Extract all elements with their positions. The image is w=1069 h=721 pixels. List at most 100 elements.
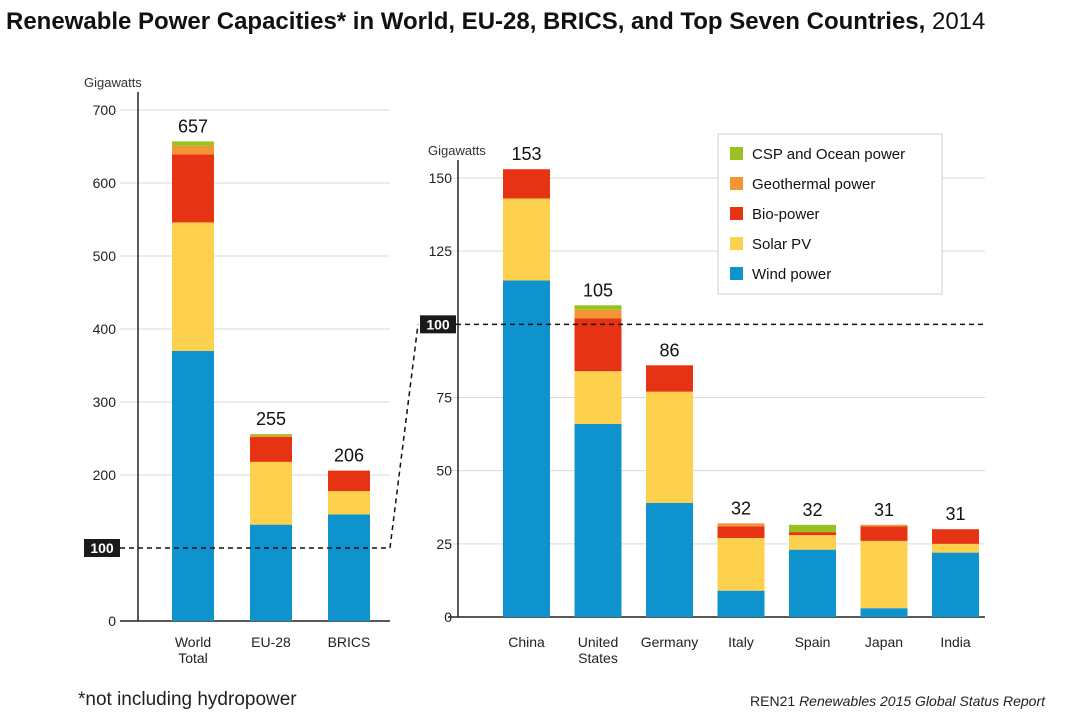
- left-category-label: World: [175, 634, 211, 650]
- left-ytick-label: 600: [93, 175, 117, 191]
- legend-swatch-geo: [730, 177, 743, 190]
- legend-swatch-bio: [730, 207, 743, 220]
- right-reference-badge: [420, 315, 456, 334]
- left-bar-wind: [250, 524, 292, 621]
- right-bar-wind: [860, 608, 908, 617]
- right-bar-wind: [932, 552, 979, 617]
- right-bar-solar: [789, 535, 836, 550]
- left-ytick-label: 400: [93, 321, 117, 337]
- left-category-label: Total: [178, 650, 208, 666]
- right-category-label: Germany: [641, 634, 699, 650]
- right-bar-bio: [789, 532, 836, 536]
- left-bar-bio: [328, 470, 370, 492]
- right-bar-wind: [503, 280, 550, 617]
- left-ytick-label: 700: [93, 102, 117, 118]
- reference-connector-line: [389, 324, 419, 549]
- right-ytick-label: 150: [429, 170, 453, 186]
- left-y-axis-title: Gigawatts: [84, 75, 142, 90]
- right-category-label: India: [940, 634, 971, 650]
- right-bar-geo: [574, 309, 622, 319]
- right-ytick-label: 0: [444, 609, 452, 625]
- legend-label-solar: Solar PV: [752, 236, 811, 253]
- left-bar-wind: [172, 350, 214, 621]
- left-bar-wind: [328, 514, 370, 621]
- right-category-label: Spain: [795, 634, 831, 650]
- right-bar-bio: [646, 365, 693, 392]
- right-y-axis-title: Gigawatts: [428, 143, 486, 158]
- left-panel: 0 200 300 400 500 600 700 Gigawatts 657 WorldTota…: [84, 75, 390, 666]
- left-category-label: BRICS: [328, 634, 371, 650]
- legend-swatch-solar: [730, 237, 743, 250]
- left-category-label: EU-28: [251, 634, 291, 650]
- right-category-label: United: [578, 634, 618, 650]
- legend: CSP and Ocean power Geothermal power Bio-p…: [717, 133, 943, 295]
- chart-title: Renewable Power Capacities* in World, EU…: [6, 8, 985, 36]
- right-bar-bio: [860, 526, 908, 541]
- right-bar-solar: [646, 391, 693, 503]
- right-bar-solar: [860, 540, 908, 609]
- right-bar-csp: [789, 524, 836, 533]
- right-bar-total-label: 153: [511, 144, 541, 164]
- right-category-label: Italy: [728, 634, 754, 650]
- left-bar-total-label: 657: [178, 116, 208, 136]
- right-bar-csp: [574, 305, 622, 310]
- right-bar-solar: [574, 371, 622, 424]
- right-bar-bio: [717, 526, 765, 538]
- right-bar-bio: [932, 529, 979, 544]
- left-bar-solar: [328, 491, 370, 515]
- left-bar-solar: [250, 461, 292, 525]
- legend-label-bio: Bio-power: [752, 206, 820, 223]
- left-ytick-label: 500: [93, 248, 117, 264]
- chart-title-main: Renewable Power Capacities* in World, EU…: [6, 8, 926, 35]
- left-bar-total-label: 255: [256, 409, 286, 429]
- left-bar-total-label: 206: [334, 446, 364, 466]
- source-publication: Renewables 2015 Global Status Report: [799, 693, 1045, 709]
- left-ytick-label: 0: [108, 613, 116, 629]
- left-bar-geo: [172, 145, 214, 155]
- right-bar-wind: [717, 590, 765, 617]
- right-category-label: Japan: [865, 634, 903, 650]
- right-bar-wind: [789, 549, 836, 617]
- legend-box: [717, 133, 943, 295]
- right-bar-geo: [717, 523, 765, 527]
- right-reference-label: 100: [426, 316, 450, 332]
- right-bar-solar: [503, 198, 550, 281]
- right-bar-wind: [646, 502, 693, 617]
- left-bar-csp: [250, 434, 292, 436]
- legend-label-wind: Wind power: [752, 266, 831, 283]
- left-bar-csp: [172, 141, 214, 146]
- right-ytick-label: 25: [436, 536, 452, 552]
- left-ytick-label: 300: [93, 394, 117, 410]
- chart-title-year: 2014: [931, 8, 986, 35]
- left-reference-badge: [84, 539, 120, 557]
- legend-swatch-csp: [730, 147, 743, 160]
- right-bar-bio: [503, 169, 550, 199]
- left-bar-solar: [172, 222, 214, 351]
- left-bar-geo: [250, 435, 292, 438]
- legend-swatch-wind: [730, 267, 743, 280]
- right-bar-bio: [574, 318, 622, 372]
- source-credit: REN21 Renewables 2015 Global Status Repo…: [750, 693, 1045, 709]
- right-bar-wind: [574, 423, 622, 617]
- right-bar-solar: [717, 537, 765, 591]
- right-ytick-label: 50: [436, 463, 452, 479]
- legend-label-geo: Geothermal power: [752, 176, 875, 193]
- left-bar-bio: [172, 154, 214, 223]
- right-ytick-label: 125: [429, 243, 453, 259]
- left-ytick-label: 200: [93, 467, 117, 483]
- right-bar-geo: [860, 524, 908, 527]
- right-bar-total-label: 31: [874, 500, 894, 520]
- right-bar-total-label: 31: [945, 504, 965, 524]
- right-bar-total-label: 86: [659, 340, 679, 360]
- right-ytick-label: 75: [436, 390, 452, 406]
- right-category-label: States: [578, 650, 618, 666]
- right-bar-total-label: 32: [802, 500, 822, 520]
- right-category-label: China: [508, 634, 545, 650]
- right-bar-total-label: 105: [583, 280, 613, 300]
- left-reference-label: 100: [90, 540, 114, 556]
- footnote: *not including hydropower: [78, 689, 297, 710]
- right-bar-total-label: 32: [731, 498, 751, 518]
- right-bar-solar: [932, 543, 979, 553]
